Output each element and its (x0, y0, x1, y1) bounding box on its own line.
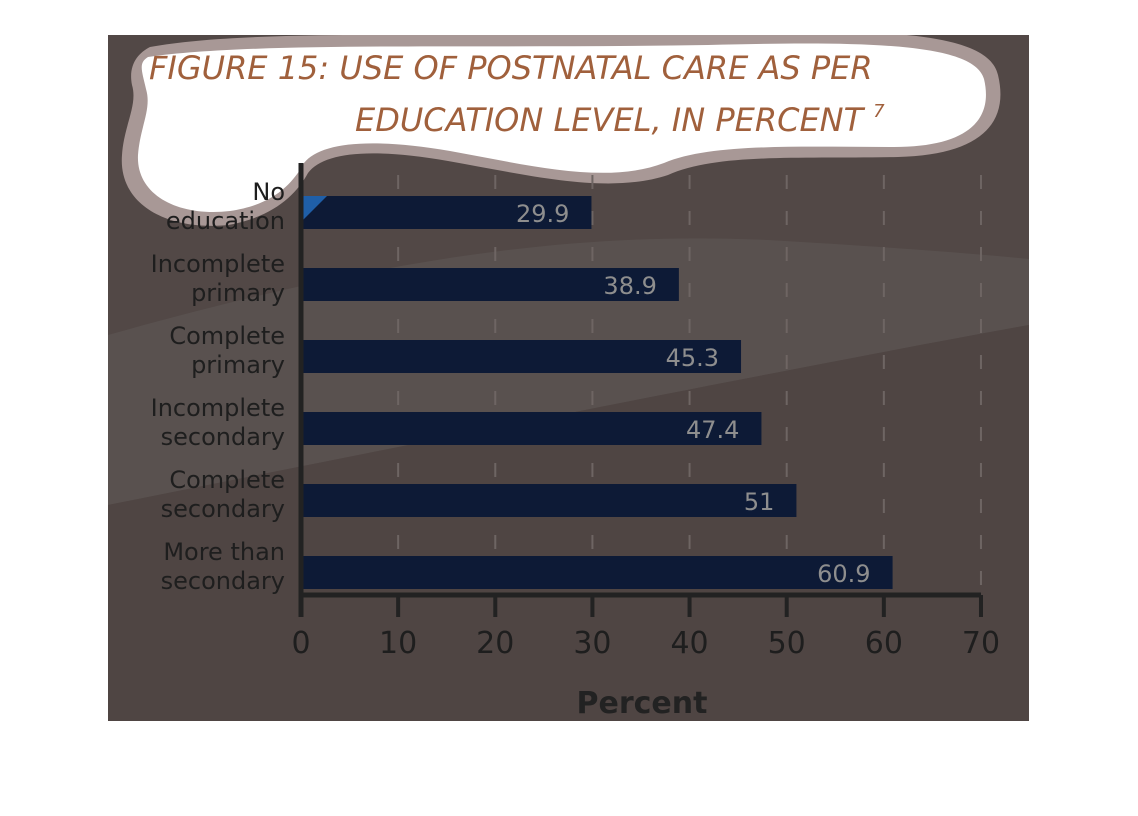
bar-value-label: 51 (744, 488, 775, 516)
bar-chart: FIGURE 15: USE OF POSTNATAL CARE AS PER … (108, 35, 1029, 721)
x-tick-label: 30 (573, 626, 611, 661)
bar (301, 556, 893, 589)
category-label-line: secondary (161, 495, 285, 523)
background-wave-lower (108, 325, 1029, 721)
category-label: Complete secondary (161, 466, 285, 523)
chart-title-line2-text: EDUCATION LEVEL, IN PERCENT (355, 101, 866, 139)
bar (301, 412, 762, 445)
category-label: More than secondary (161, 538, 285, 595)
category-label-line: Incomplete (151, 250, 285, 278)
category-label-line: Complete (169, 322, 285, 350)
title-cloud (137, 43, 986, 212)
bars: 29.9 38.9 45.3 47.4 51 60.9 (301, 196, 893, 589)
category-label-line: primary (191, 279, 285, 307)
chart-title-line2: EDUCATION LEVEL, IN PERCENT 7 (355, 101, 885, 139)
x-tick-label: 70 (962, 626, 1000, 661)
category-label-line: secondary (161, 423, 285, 451)
x-tick-label: 10 (379, 626, 417, 661)
category-label-line: Incomplete (151, 394, 285, 422)
category-label-line: secondary (161, 567, 285, 595)
x-tick-label: 20 (476, 626, 514, 661)
x-tick-label: 40 (670, 626, 708, 661)
bar (301, 268, 679, 301)
bar-value-label: 45.3 (666, 344, 719, 372)
title-footnote-marker: 7 (873, 101, 885, 122)
bar-value-label: 60.9 (817, 560, 870, 588)
category-label: Incomplete secondary (151, 394, 285, 451)
chart-title: FIGURE 15: USE OF POSTNATAL CARE AS PER … (149, 49, 885, 139)
bar-accent (301, 196, 327, 222)
x-ticks: 0 10 20 30 40 50 60 70 (291, 595, 1000, 661)
category-label-line: More than (163, 538, 285, 566)
category-label-line: Complete (169, 466, 285, 494)
bar (301, 484, 797, 517)
category-label: No education (166, 178, 285, 235)
category-label-line: No (252, 178, 285, 206)
x-tick-label: 0 (291, 626, 310, 661)
axes (298, 163, 981, 617)
bar-value-label: 29.9 (516, 200, 569, 228)
category-label: Complete primary (169, 322, 285, 379)
bar (301, 340, 742, 373)
category-label-line: education (166, 207, 285, 235)
chart-figure: FIGURE 15: USE OF POSTNATAL CARE AS PER … (108, 35, 1029, 721)
x-tick-label: 60 (865, 626, 903, 661)
chart-title-line1: FIGURE 15: USE OF POSTNATAL CARE AS PER (149, 49, 873, 87)
category-label: Incomplete primary (151, 250, 285, 307)
bar-value-label: 38.9 (603, 272, 656, 300)
bar-value-label: 47.4 (686, 416, 739, 444)
x-tick-label: 50 (768, 626, 806, 661)
category-label-line: primary (191, 351, 285, 379)
bar (301, 196, 592, 229)
x-axis-label: Percent (577, 686, 708, 721)
